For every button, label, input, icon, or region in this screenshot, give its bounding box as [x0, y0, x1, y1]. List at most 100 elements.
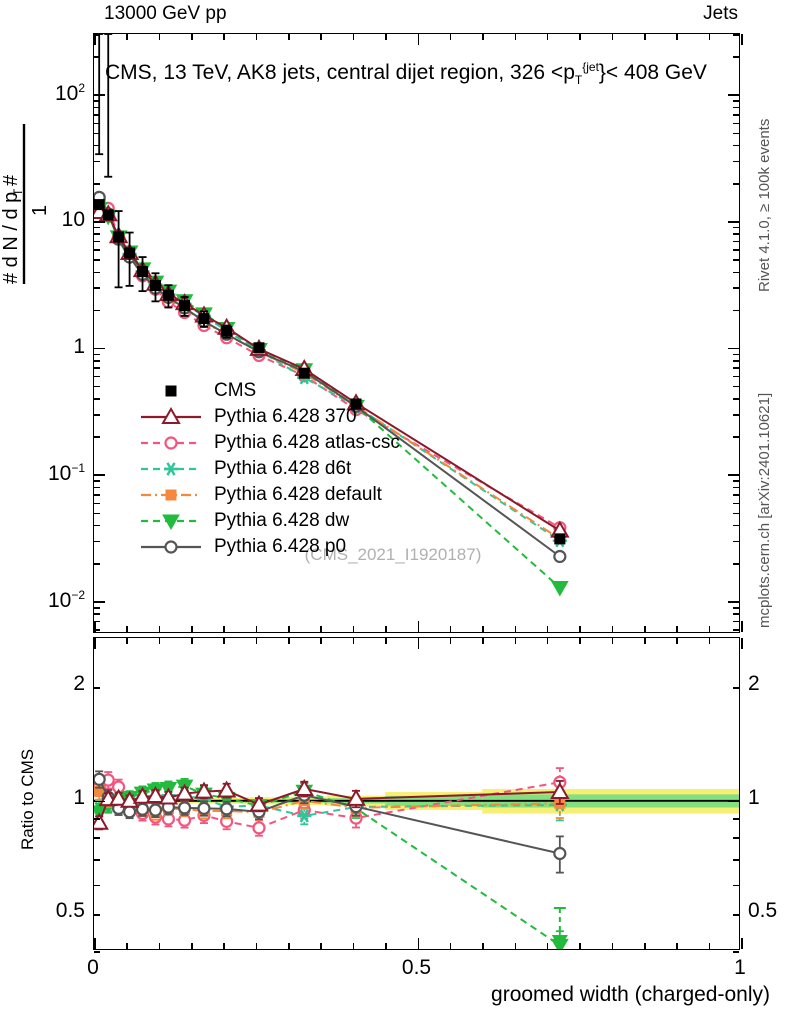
data-marker-cms: [102, 209, 114, 221]
data-marker-pythia-6-428-370: [132, 786, 153, 804]
data-marker-pythia-6-428-dw: [550, 581, 569, 597]
legend: CMS Pythia 6.428 370 Pythia 6.428 atlas-cs…: [140, 378, 400, 560]
ratio-plot-area: [94, 638, 739, 949]
header-beam-label: 13000 GeV pp: [104, 3, 227, 24]
legend-key-p0: [140, 537, 202, 557]
legend-key-dw: [140, 511, 202, 531]
data-marker-pythia-6-428-p0: [220, 802, 234, 816]
ratio-y-tick-label-left: 1: [73, 785, 85, 809]
data-marker-pythia-6-428-p0: [94, 772, 106, 786]
legend-key-cms: [140, 381, 202, 401]
data-marker-cms: [298, 367, 310, 379]
data-marker-pythia-6-428-p0: [553, 846, 567, 861]
main-y-tick-label: 10−2: [47, 588, 85, 613]
legend-label: Pythia 6.428 default: [214, 484, 382, 505]
plot-title-suffix: }< 408 GeV: [598, 61, 707, 84]
data-marker-pythia-6-428-p0: [177, 801, 192, 815]
data-marker-pythia-6-428-d6t: [297, 809, 312, 823]
data-marker-pythia-6-428-370: [550, 782, 570, 800]
data-marker-cms: [137, 266, 149, 278]
main-plot-panel: [93, 33, 743, 633]
legend-item-pythia-6-428-d6t[interactable]: Pythia 6.428 d6t: [140, 456, 400, 482]
ratio-y-tick-label-right: 1: [748, 785, 760, 809]
main-y-tick-label: 10: [61, 208, 85, 232]
legend-item-pythia-6-428-dw[interactable]: Pythia 6.428 dw: [140, 508, 400, 534]
ratio-y-tick-label-right: 2: [748, 672, 760, 696]
legend-item-cms[interactable]: CMS: [140, 378, 400, 404]
svg-text:# d N / d p: # d N / d p: [0, 192, 22, 284]
data-marker-pythia-6-428-p0: [122, 805, 137, 819]
ratio-plot-panel: [93, 637, 743, 953]
data-marker-cms: [554, 533, 566, 545]
ratio-y-tick-label-right: 0.5: [748, 899, 778, 923]
legend-item-pythia-6-428-370[interactable]: Pythia 6.428 370: [140, 404, 400, 430]
error-bar: [125, 231, 134, 287]
plot-title-prefix: CMS, 13 TeV, AK8 jets, central dijet reg…: [105, 61, 575, 84]
out-of-range-arrow-dw: [551, 906, 568, 949]
legend-marker: [164, 436, 178, 450]
header-category-label: Jets: [703, 3, 738, 24]
main-y-tick-label: 1: [73, 334, 85, 358]
rivet-version-label: Rivet 4.1.0, ≥ 100k events: [752, 30, 774, 300]
x-tick-label: 0.5: [401, 956, 432, 979]
data-marker-cms: [198, 313, 210, 325]
data-marker-cms: [94, 199, 105, 211]
data-marker-cms: [179, 300, 191, 312]
legend-key-default: [140, 485, 202, 505]
data-marker-cms: [124, 247, 136, 259]
svg-text:1: 1: [29, 205, 50, 216]
legend-key-atlas-csc: [140, 433, 202, 453]
data-marker-cms: [113, 231, 125, 243]
data-marker-pythia-6-428-default: [94, 785, 105, 797]
svg-text:#: #: [0, 174, 22, 186]
x-tick-label: 1: [734, 956, 746, 979]
data-marker-pythia-6-428-370: [249, 794, 269, 812]
data-marker-pythia-6-428-p0: [553, 549, 567, 564]
error-bar: [104, 34, 113, 178]
data-marker-pythia-6-428-atlas-csc: [252, 821, 266, 835]
data-marker-cms: [221, 325, 233, 337]
legend-marker: [161, 406, 181, 424]
legend-label: Pythia 6.428 p0: [214, 536, 347, 557]
ratio-y-tick-label-left: 2: [73, 672, 85, 696]
legend-label: Pythia 6.428 370: [214, 406, 357, 427]
data-marker-pythia-6-428-p0: [197, 801, 211, 815]
legend-item-pythia-6-428-atlas-csc[interactable]: Pythia 6.428 atlas-csc: [140, 430, 400, 456]
data-marker-pythia-6-428-370: [174, 783, 195, 801]
data-marker-pythia-6-428-p0: [135, 802, 150, 816]
main-y-tick-label: 10−1: [47, 461, 85, 486]
data-marker-pythia-6-428-370: [158, 787, 179, 805]
data-marker-cms: [162, 289, 174, 301]
legend-item-pythia-6-428-default[interactable]: Pythia 6.428 default: [140, 482, 400, 508]
plot-title: CMS, 13 TeV, AK8 jets, central dijet reg…: [105, 60, 707, 87]
legend-label: Pythia 6.428 atlas-csc: [214, 432, 400, 453]
data-marker-pythia-6-428-370: [194, 781, 214, 799]
legend-label: Pythia 6.428 dw: [214, 510, 350, 531]
data-marker-cms: [149, 280, 161, 292]
legend-marker: [164, 540, 178, 554]
analysis-id-watermark: (CMS_2021_I1920187): [304, 545, 482, 564]
y-axis-title-main: # d N / d p T # 1 d p T d λ d 2 N: [0, 26, 50, 286]
main-plot-area: [94, 34, 739, 632]
x-tick-label: 0: [87, 956, 99, 979]
data-marker-cms: [350, 398, 362, 410]
ratio-y-tick-label-left: 0.5: [55, 899, 85, 923]
data-marker-pythia-6-428-370: [346, 788, 366, 806]
mcplots-source-label: mcplots.cern.ch [arXiv:2401.10621]: [752, 330, 774, 630]
legend-marker: [165, 489, 177, 501]
legend-key-370: [140, 406, 202, 427]
legend-item-pythia-6-428-p0[interactable]: Pythia 6.428 p0: [140, 534, 400, 560]
data-marker-pythia-6-428-370: [216, 780, 237, 798]
main-y-tick-label: 102: [54, 81, 85, 106]
plot-title-sup: {jet: [582, 60, 599, 74]
rivet-version-text: Rivet 4.1.0, ≥ 100k events: [756, 118, 773, 292]
data-marker-pythia-6-428-p0: [148, 803, 163, 817]
legend-marker: [162, 514, 180, 531]
svg-text:T: T: [11, 188, 25, 196]
data-marker-pythia-6-428-370: [108, 788, 129, 806]
x-axis-title: groomed width (charged-only): [491, 983, 770, 1006]
legend-key-d6t: [140, 459, 202, 479]
legend-label: Pythia 6.428 d6t: [214, 458, 352, 479]
legend-marker: [165, 385, 177, 397]
plot-title-sub: T: [574, 73, 583, 88]
